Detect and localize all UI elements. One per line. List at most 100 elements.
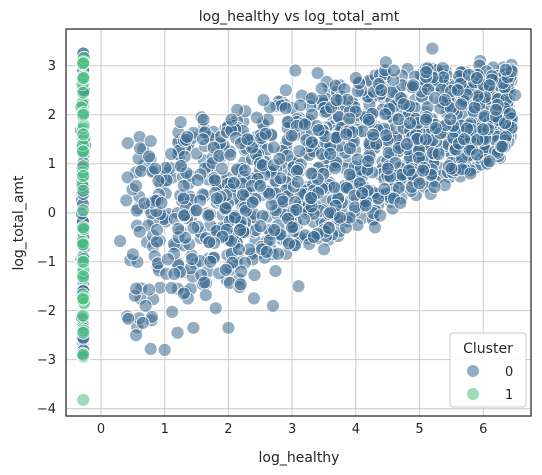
cluster-0-point (201, 208, 216, 223)
cluster-0-point (406, 78, 421, 93)
cluster-1-point (76, 291, 91, 306)
cluster-0-point (190, 173, 205, 188)
cluster-1-point (76, 392, 91, 407)
x-tick-label: 3 (288, 422, 296, 437)
cluster-0-point (438, 93, 452, 107)
cluster-0-point (428, 121, 443, 136)
cluster-1-point (76, 71, 91, 85)
x-tick-label: 4 (352, 422, 360, 437)
cluster-0-point (342, 167, 357, 182)
cluster-0-point (431, 146, 446, 161)
cluster-0-point (143, 134, 158, 149)
cluster-0-point (393, 195, 408, 210)
cluster-0-point (215, 161, 230, 176)
cluster-0-point (121, 311, 136, 326)
cluster-0-point (150, 234, 164, 249)
cluster-0-point (245, 195, 260, 210)
cluster-0-point (374, 83, 389, 98)
cluster-0-point (463, 166, 478, 181)
legend-title: Cluster (463, 341, 513, 357)
cluster-0-point (180, 129, 195, 144)
cluster-0-point (339, 127, 354, 142)
cluster-0-point (221, 320, 236, 335)
cluster-0-point (150, 222, 165, 237)
cluster-0-point (378, 55, 393, 70)
cluster-0-point (120, 170, 135, 185)
cluster-0-point (288, 63, 303, 78)
cluster-0-point (314, 81, 329, 96)
cluster-0-point (173, 115, 188, 129)
cluster-0-point (119, 193, 134, 208)
cluster-0-point (129, 178, 144, 193)
y-axis-label: log_total_amt (11, 175, 27, 271)
cluster-0-point (289, 202, 304, 217)
cluster-0-point (323, 146, 338, 161)
x-tick-label: 1 (161, 422, 169, 437)
cluster-0-point (231, 242, 246, 257)
cluster-0-point (297, 117, 312, 132)
cluster-0-point (266, 298, 280, 313)
cluster-1-point (76, 269, 91, 284)
y-tick-label: −3 (37, 353, 56, 368)
cluster-0-point (273, 171, 288, 186)
y-tick-label: 2 (48, 108, 56, 123)
legend-marker-1 (466, 387, 480, 401)
cluster-0-point (167, 266, 182, 281)
cluster-0-point (253, 219, 268, 234)
cluster-0-point (399, 137, 414, 152)
cluster-0-point (317, 242, 331, 257)
cluster-0-point (444, 161, 459, 176)
cluster-0-point (366, 127, 381, 142)
cluster-0-point (176, 286, 191, 301)
cluster-0-point (443, 112, 458, 127)
cluster-0-point (482, 154, 497, 169)
x-tick-label: 5 (415, 422, 423, 437)
cluster-0-point (476, 122, 491, 137)
cluster-0-point (227, 210, 242, 225)
cluster-0-point (380, 161, 395, 176)
cluster-1-point (76, 56, 91, 71)
y-tick-label: 1 (48, 157, 56, 172)
x-axis-label: log_healthy (259, 450, 340, 466)
cluster-1-point (76, 347, 91, 362)
cluster-0-point (387, 63, 401, 78)
cluster-0-point (233, 277, 248, 292)
cluster-0-point (304, 91, 319, 106)
cluster-0-point (327, 180, 342, 195)
cluster-0-point (268, 264, 283, 279)
y-tick-labels: −4 −3 −2 −1 0 1 2 3 (37, 59, 56, 417)
cluster-0-point (138, 298, 153, 313)
cluster-1-point (76, 254, 91, 269)
cluster-0-point (151, 173, 166, 188)
cluster-0-point (281, 236, 296, 251)
legend-label-0: 0 (505, 365, 513, 380)
cluster-0-point (240, 132, 255, 147)
cluster-0-point (270, 246, 285, 261)
y-tick-label: −4 (37, 402, 56, 417)
cluster-0-point (416, 163, 430, 178)
cluster-0-point (457, 132, 472, 147)
cluster-0-point (355, 186, 370, 201)
cluster-0-point (249, 110, 264, 125)
cluster-0-point (125, 247, 140, 262)
y-tick-label: −1 (37, 255, 56, 270)
cluster-1-point (76, 107, 91, 122)
cluster-0-point (498, 62, 513, 77)
cluster-0-point (209, 191, 224, 206)
cluster-0-point (234, 264, 249, 279)
cluster-0-point (246, 291, 261, 306)
cluster-0-point (454, 97, 469, 112)
cluster-1-point (76, 85, 91, 100)
cluster-0-point (322, 220, 336, 235)
cluster-0-point (164, 146, 179, 161)
cluster-0-point (154, 195, 169, 210)
cluster-0-point (419, 65, 434, 79)
cluster-0-point (266, 140, 281, 155)
cluster-0-point (137, 196, 152, 211)
cluster-1-point (76, 169, 91, 183)
cluster-1-point (76, 220, 91, 235)
data-points (74, 41, 522, 407)
cluster-0-point (129, 328, 144, 343)
cluster-0-point (470, 147, 485, 162)
